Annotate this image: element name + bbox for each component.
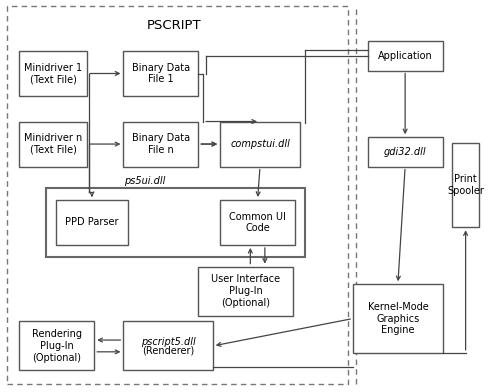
FancyBboxPatch shape — [7, 6, 348, 384]
Text: (Renderer): (Renderer) — [142, 345, 194, 355]
Text: Binary Data
File n: Binary Data File n — [132, 133, 190, 155]
Text: User Interface
Plug-In
(Optional): User Interface Plug-In (Optional) — [211, 274, 280, 308]
Text: ps5ui.dll: ps5ui.dll — [124, 176, 166, 186]
Text: Common UI
Code: Common UI Code — [229, 212, 286, 233]
FancyBboxPatch shape — [353, 284, 443, 353]
Text: pscript5.dll: pscript5.dll — [141, 337, 196, 347]
FancyBboxPatch shape — [20, 51, 87, 96]
Text: Minidriver 1
(Text File): Minidriver 1 (Text File) — [24, 63, 82, 84]
FancyBboxPatch shape — [452, 143, 479, 227]
Text: compstui.dll: compstui.dll — [230, 139, 290, 149]
Text: Rendering
Plug-In
(Optional): Rendering Plug-In (Optional) — [32, 329, 82, 363]
Text: Kernel-Mode
Graphics
Engine: Kernel-Mode Graphics Engine — [367, 302, 428, 335]
FancyBboxPatch shape — [367, 41, 443, 71]
Text: PPD Parser: PPD Parser — [65, 218, 119, 227]
FancyBboxPatch shape — [220, 122, 300, 167]
Text: Binary Data
File 1: Binary Data File 1 — [132, 63, 190, 84]
Text: gdi32.dll: gdi32.dll — [384, 147, 427, 157]
Text: Minidriver n
(Text File): Minidriver n (Text File) — [24, 133, 82, 155]
FancyBboxPatch shape — [56, 200, 128, 245]
FancyBboxPatch shape — [20, 122, 87, 167]
FancyBboxPatch shape — [123, 51, 198, 96]
Text: PSCRIPT: PSCRIPT — [147, 19, 202, 32]
FancyBboxPatch shape — [367, 137, 443, 167]
FancyBboxPatch shape — [20, 321, 94, 370]
FancyBboxPatch shape — [123, 321, 213, 370]
Text: Print
Spooler: Print Spooler — [447, 174, 484, 196]
FancyBboxPatch shape — [220, 200, 295, 245]
FancyBboxPatch shape — [123, 122, 198, 167]
Text: Application: Application — [378, 51, 432, 61]
FancyBboxPatch shape — [198, 267, 293, 316]
FancyBboxPatch shape — [46, 188, 305, 257]
